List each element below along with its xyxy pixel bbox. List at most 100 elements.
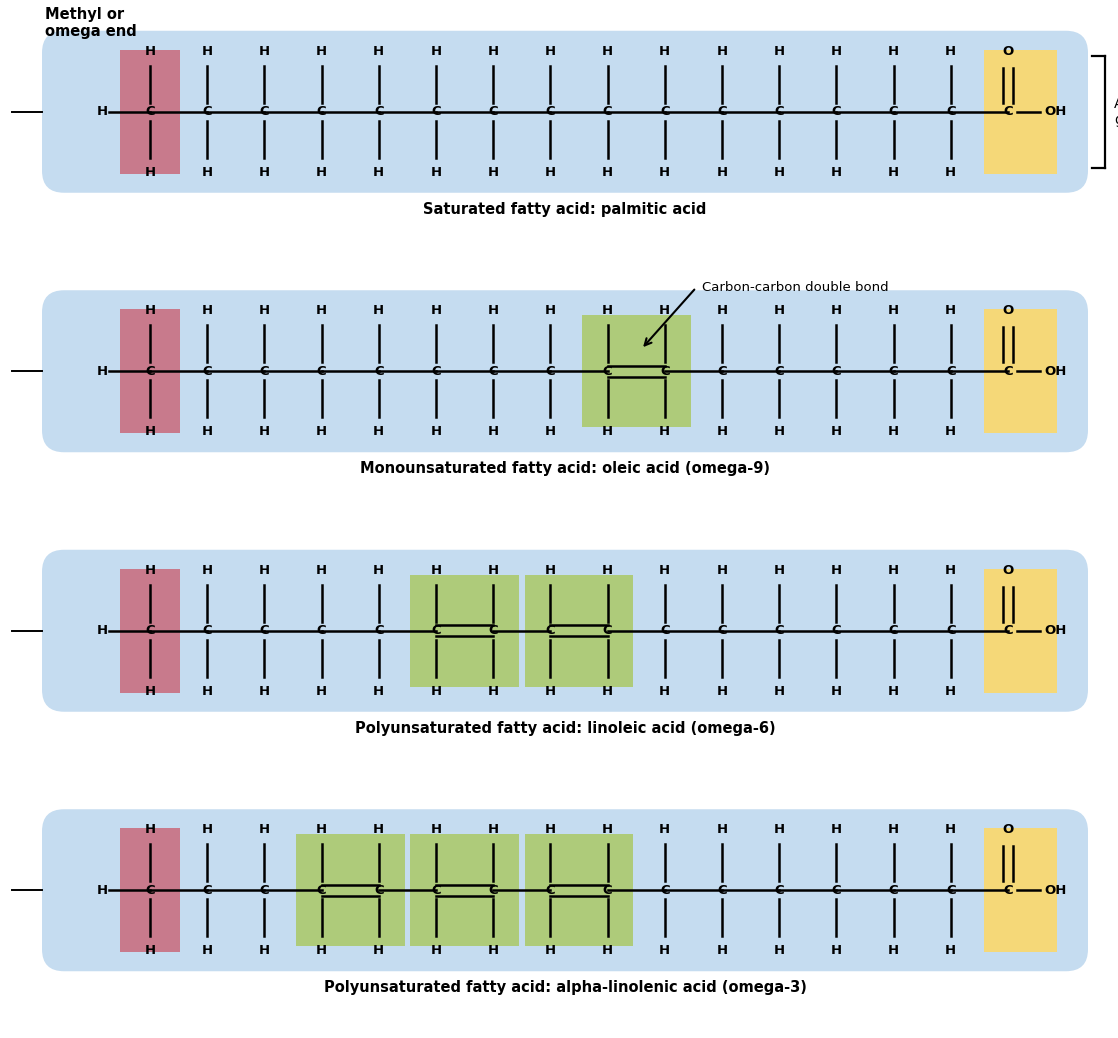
Text: H: H	[373, 304, 385, 318]
Text: C: C	[259, 624, 269, 637]
Text: C: C	[145, 364, 154, 378]
Text: H: H	[544, 426, 556, 438]
Text: C: C	[946, 364, 956, 378]
Text: H: H	[544, 945, 556, 957]
Text: H: H	[831, 426, 842, 438]
Text: H: H	[774, 426, 785, 438]
Text: C: C	[832, 883, 841, 897]
Text: C: C	[660, 105, 670, 118]
Text: H: H	[717, 564, 728, 577]
Text: C: C	[375, 624, 383, 637]
FancyBboxPatch shape	[42, 291, 1088, 453]
Text: H: H	[601, 426, 613, 438]
Text: Carbon-carbon double bond: Carbon-carbon double bond	[702, 281, 889, 294]
Text: C: C	[489, 624, 498, 637]
Text: H: H	[831, 166, 842, 179]
Text: H: H	[316, 166, 328, 179]
Text: H: H	[430, 685, 442, 698]
Text: H: H	[831, 304, 842, 318]
Text: C: C	[775, 364, 784, 378]
Text: C: C	[717, 883, 727, 897]
Text: C: C	[316, 105, 326, 118]
Text: H: H	[660, 564, 671, 577]
Text: C: C	[889, 883, 899, 897]
Text: OH: OH	[1044, 364, 1067, 378]
Text: C: C	[375, 364, 383, 378]
Text: H: H	[373, 945, 385, 957]
Text: H: H	[660, 945, 671, 957]
Text: H: H	[144, 685, 155, 698]
FancyBboxPatch shape	[42, 550, 1088, 712]
Text: H: H	[201, 945, 212, 957]
Text: H: H	[201, 166, 212, 179]
Text: H: H	[945, 45, 956, 58]
Text: C: C	[202, 364, 212, 378]
FancyBboxPatch shape	[121, 569, 180, 692]
FancyBboxPatch shape	[524, 835, 633, 947]
Text: C: C	[603, 624, 613, 637]
FancyBboxPatch shape	[121, 309, 180, 433]
Text: H: H	[316, 564, 328, 577]
Text: H: H	[144, 564, 155, 577]
Text: H: H	[717, 685, 728, 698]
Text: H: H	[717, 945, 728, 957]
Text: H: H	[144, 945, 155, 957]
Text: H: H	[259, 166, 269, 179]
Text: C: C	[546, 105, 556, 118]
Text: H: H	[601, 304, 613, 318]
Text: H: H	[831, 945, 842, 957]
Text: H: H	[316, 823, 328, 837]
Text: C: C	[1003, 105, 1013, 118]
FancyBboxPatch shape	[296, 835, 405, 947]
Text: C: C	[889, 624, 899, 637]
Text: Polyunsaturated fatty acid: alpha-linolenic acid (omega-3): Polyunsaturated fatty acid: alpha-linole…	[323, 980, 806, 995]
FancyBboxPatch shape	[984, 50, 1057, 173]
Text: C: C	[660, 364, 670, 378]
Text: H: H	[945, 823, 956, 837]
Text: Saturated fatty acid: palmitic acid: Saturated fatty acid: palmitic acid	[424, 201, 707, 217]
Text: H: H	[201, 564, 212, 577]
Text: C: C	[946, 105, 956, 118]
Text: H: H	[945, 685, 956, 698]
Text: H: H	[544, 823, 556, 837]
Text: H: H	[201, 45, 212, 58]
Text: H: H	[259, 564, 269, 577]
Text: H: H	[144, 426, 155, 438]
Text: H: H	[888, 945, 899, 957]
FancyBboxPatch shape	[121, 50, 180, 173]
Text: H: H	[430, 166, 442, 179]
Text: C: C	[946, 883, 956, 897]
Text: H: H	[144, 304, 155, 318]
Text: H: H	[774, 45, 785, 58]
Text: H: H	[601, 564, 613, 577]
Text: C: C	[546, 364, 556, 378]
Text: H: H	[201, 685, 212, 698]
Text: H: H	[430, 45, 442, 58]
FancyBboxPatch shape	[984, 569, 1057, 692]
Text: Polyunsaturated fatty acid: linoleic acid (omega-6): Polyunsaturated fatty acid: linoleic aci…	[354, 720, 775, 736]
Text: H: H	[259, 426, 269, 438]
Text: C: C	[375, 105, 383, 118]
Text: H: H	[544, 304, 556, 318]
Text: H: H	[373, 166, 385, 179]
Text: C: C	[1003, 624, 1013, 637]
Text: H: H	[660, 426, 671, 438]
Text: H: H	[945, 304, 956, 318]
Text: C: C	[775, 105, 784, 118]
Text: C: C	[717, 364, 727, 378]
Text: C: C	[775, 883, 784, 897]
Text: H: H	[717, 304, 728, 318]
FancyBboxPatch shape	[121, 828, 180, 952]
FancyBboxPatch shape	[984, 309, 1057, 433]
Text: H: H	[831, 685, 842, 698]
Text: H: H	[373, 426, 385, 438]
Text: H: H	[717, 823, 728, 837]
Text: C: C	[775, 624, 784, 637]
Text: C: C	[316, 364, 326, 378]
FancyBboxPatch shape	[410, 835, 519, 947]
Text: H: H	[888, 685, 899, 698]
FancyBboxPatch shape	[524, 575, 633, 687]
Text: H: H	[717, 166, 728, 179]
Text: C: C	[316, 624, 326, 637]
Text: H: H	[144, 823, 155, 837]
